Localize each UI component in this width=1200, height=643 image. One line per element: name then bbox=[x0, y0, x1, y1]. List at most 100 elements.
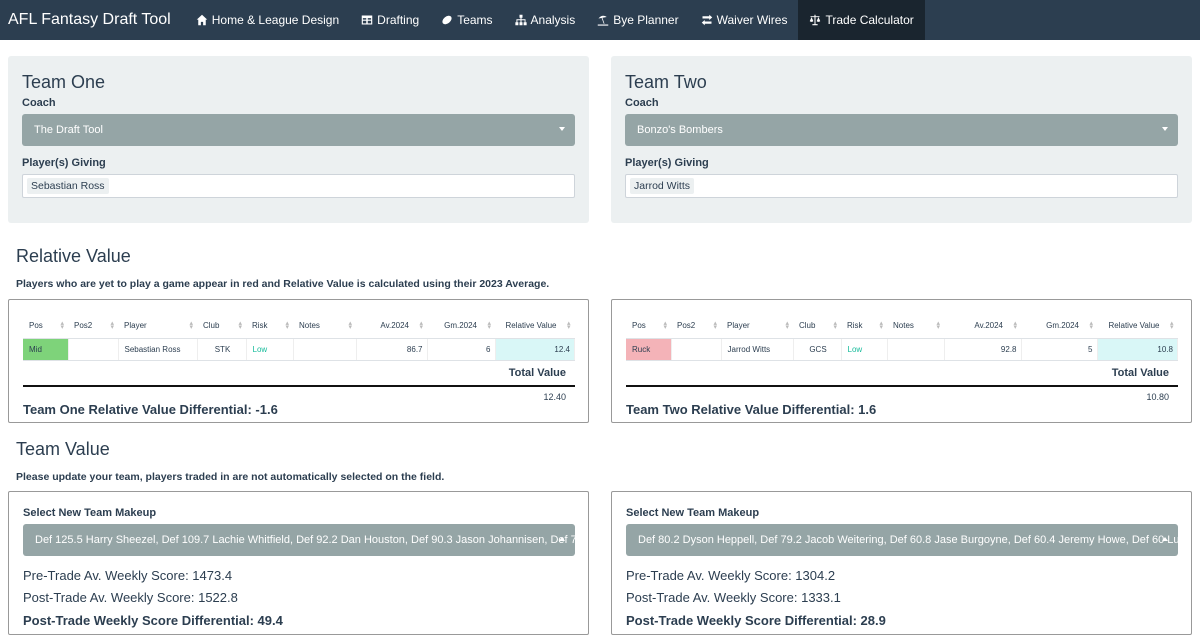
sort-icon: ▴ ▾ bbox=[566, 320, 571, 331]
team-one-makeup-value: Def 125.5 Harry Sheezel, Def 109.7 Lachi… bbox=[35, 534, 575, 546]
col-risk[interactable]: Risk ▴ ▾ bbox=[246, 314, 293, 339]
chevron-down-icon bbox=[559, 127, 565, 131]
team-two-title: Team Two bbox=[625, 72, 707, 92]
sort-icon: ▴ ▾ bbox=[663, 320, 667, 331]
team-one-giving-input[interactable]: Sebastian Ross bbox=[22, 174, 575, 198]
cell-pos: Ruck bbox=[626, 338, 672, 361]
sort-icon: ▴ ▾ bbox=[879, 320, 883, 331]
cell-player: Sebastian Ross bbox=[118, 338, 198, 361]
team-one-value-box: Select New Team Makeup Def 125.5 Harry S… bbox=[8, 491, 589, 635]
team-one-rv-box: Pos ▴ ▾ Pos2 ▴ ▾ Player ▴ ▾ Club ▴ ▾ Risk ▴ ▾ Note… bbox=[8, 299, 589, 423]
col-pos[interactable]: Pos ▴ ▾ bbox=[626, 314, 671, 339]
cell-player: Jarrod Witts bbox=[721, 338, 794, 361]
col-player[interactable]: Player ▴ ▾ bbox=[721, 314, 793, 339]
team-one-giving-chip[interactable]: Sebastian Ross bbox=[27, 178, 109, 194]
chevron-up-icon bbox=[559, 537, 565, 541]
nav-teams-label: Teams bbox=[457, 13, 493, 27]
col-club[interactable]: Club ▴ ▾ bbox=[793, 314, 841, 339]
cell-notes bbox=[293, 338, 357, 361]
team-two-total-value: 10.80 bbox=[1146, 392, 1169, 402]
sort-icon: ▴ ▾ bbox=[1013, 320, 1017, 331]
team-two-giving-chip[interactable]: Jarrod Witts bbox=[630, 178, 695, 194]
table-row[interactable]: Mid Sebastian Ross STK Low 86.7 6 12.4 bbox=[23, 338, 575, 361]
umbrella-beach-icon bbox=[597, 15, 609, 26]
cell-notes bbox=[887, 338, 945, 361]
sort-icon: ▴ ▾ bbox=[833, 320, 837, 331]
sort-icon: ▴ ▾ bbox=[785, 320, 789, 331]
sort-icon: ▴ ▾ bbox=[1089, 320, 1093, 331]
col-player[interactable]: Player ▴ ▾ bbox=[118, 314, 197, 339]
team-one-total-label: Total Value bbox=[508, 367, 566, 379]
team-value-note: Please update your team, players traded … bbox=[16, 471, 445, 483]
sort-icon: ▴ ▾ bbox=[936, 320, 940, 331]
chevron-up-icon bbox=[1162, 537, 1168, 541]
col-av2024[interactable]: Av.2024 ▴ ▾ bbox=[944, 314, 1021, 339]
scale-icon bbox=[810, 14, 821, 26]
col-av2024[interactable]: Av.2024 ▴ ▾ bbox=[356, 314, 427, 339]
team-one-panel: Team One Coach The Draft Tool Player(s) … bbox=[8, 56, 589, 223]
nav-analysis[interactable]: Analysis bbox=[504, 0, 587, 40]
team-two-makeup-select[interactable]: Def 80.2 Dyson Heppell, Def 79.2 Jacob W… bbox=[626, 524, 1178, 556]
team-one-pre-trade: Pre-Trade Av. Weekly Score: 1473.4 bbox=[23, 568, 233, 583]
team-two-score-differential: Post-Trade Weekly Score Differential: 28… bbox=[626, 613, 886, 628]
nav-home[interactable]: Home & League Design bbox=[185, 0, 350, 40]
col-relative-value[interactable]: Relative Value ▴ ▾ bbox=[495, 314, 575, 339]
sort-icon: ▴ ▾ bbox=[487, 320, 491, 331]
sort-icon: ▴ ▾ bbox=[238, 320, 242, 331]
col-relative-value[interactable]: Relative Value ▴ ▾ bbox=[1097, 314, 1178, 339]
cell-pos: Mid bbox=[23, 338, 69, 361]
team-one-coach-label: Coach bbox=[22, 97, 56, 109]
sort-icon: ▴ ▾ bbox=[348, 320, 352, 331]
nav-analysis-label: Analysis bbox=[530, 13, 576, 27]
cell-pos2 bbox=[68, 338, 119, 361]
col-club[interactable]: Club ▴ ▾ bbox=[197, 314, 246, 339]
nav-trade-calculator-label: Trade Calculator bbox=[825, 13, 914, 27]
team-one-rv-table: Pos ▴ ▾ Pos2 ▴ ▾ Player ▴ ▾ Club ▴ ▾ Risk ▴ ▾ Note… bbox=[23, 314, 575, 361]
nav-waiver-wires[interactable]: Waiver Wires bbox=[690, 0, 799, 40]
relative-value-title: Relative Value bbox=[16, 246, 131, 266]
exchange-icon bbox=[701, 14, 712, 26]
team-one-makeup-label: Select New Team Makeup bbox=[23, 507, 157, 519]
team-two-total-label: Total Value bbox=[1111, 367, 1169, 379]
col-risk[interactable]: Risk ▴ ▾ bbox=[841, 314, 887, 339]
nav-teams[interactable]: Teams bbox=[430, 0, 503, 40]
team-one-giving-label: Player(s) Giving bbox=[22, 157, 106, 169]
col-notes[interactable]: Notes ▴ ▾ bbox=[293, 314, 356, 339]
cell-gm2024: 6 bbox=[427, 338, 496, 361]
team-one-score-differential: Post-Trade Weekly Score Differential: 49… bbox=[23, 613, 283, 628]
col-pos[interactable]: Pos ▴ ▾ bbox=[23, 314, 68, 339]
relative-value-note: Players who are yet to play a game appea… bbox=[16, 278, 550, 290]
team-two-coach-label: Coach bbox=[625, 97, 659, 109]
team-one-total-value: 12.40 bbox=[543, 392, 566, 402]
team-two-coach-select[interactable]: Bonzo's Bombers bbox=[625, 114, 1178, 146]
nav-drafting-label: Drafting bbox=[377, 13, 420, 27]
nav-drafting[interactable]: Drafting bbox=[350, 0, 430, 40]
col-gm2024[interactable]: Gm.2024 ▴ ▾ bbox=[427, 314, 495, 339]
col-gm2024[interactable]: Gm.2024 ▴ ▾ bbox=[1021, 314, 1097, 339]
team-value-title: Team Value bbox=[16, 439, 110, 459]
team-one-makeup-select[interactable]: Def 125.5 Harry Sheezel, Def 109.7 Lachi… bbox=[23, 524, 575, 556]
sort-icon: ▴ ▾ bbox=[713, 320, 717, 331]
table-icon bbox=[361, 15, 373, 25]
col-notes[interactable]: Notes ▴ ▾ bbox=[887, 314, 944, 339]
team-two-giving-input[interactable]: Jarrod Witts bbox=[625, 174, 1178, 198]
sort-icon: ▴ ▾ bbox=[110, 320, 114, 331]
nav-waiver-wires-label: Waiver Wires bbox=[716, 13, 788, 27]
brand-title[interactable]: AFL Fantasy Draft Tool bbox=[8, 11, 171, 28]
cell-pos2 bbox=[671, 338, 722, 361]
col-pos2[interactable]: Pos2 ▴ ▾ bbox=[671, 314, 721, 339]
col-pos2[interactable]: Pos2 ▴ ▾ bbox=[68, 314, 118, 339]
team-two-giving-label: Player(s) Giving bbox=[625, 157, 709, 169]
table-row[interactable]: Ruck Jarrod Witts GCS Low 92.8 5 10.8 bbox=[626, 338, 1178, 361]
nav-bye-planner[interactable]: Bye Planner bbox=[586, 0, 689, 40]
nav-bye-planner-label: Bye Planner bbox=[613, 13, 679, 27]
team-one-coach-select[interactable]: The Draft Tool bbox=[22, 114, 575, 146]
cell-risk: Low bbox=[246, 338, 294, 361]
team-two-makeup-label: Select New Team Makeup bbox=[626, 507, 760, 519]
cell-relative-value: 10.8 bbox=[1097, 338, 1178, 361]
cell-av2024: 86.7 bbox=[356, 338, 428, 361]
nav-trade-calculator[interactable]: Trade Calculator bbox=[798, 0, 925, 40]
football-icon bbox=[442, 15, 452, 25]
chevron-down-icon bbox=[1162, 127, 1168, 131]
team-two-makeup-value: Def 80.2 Dyson Heppell, Def 79.2 Jacob W… bbox=[638, 534, 1178, 546]
